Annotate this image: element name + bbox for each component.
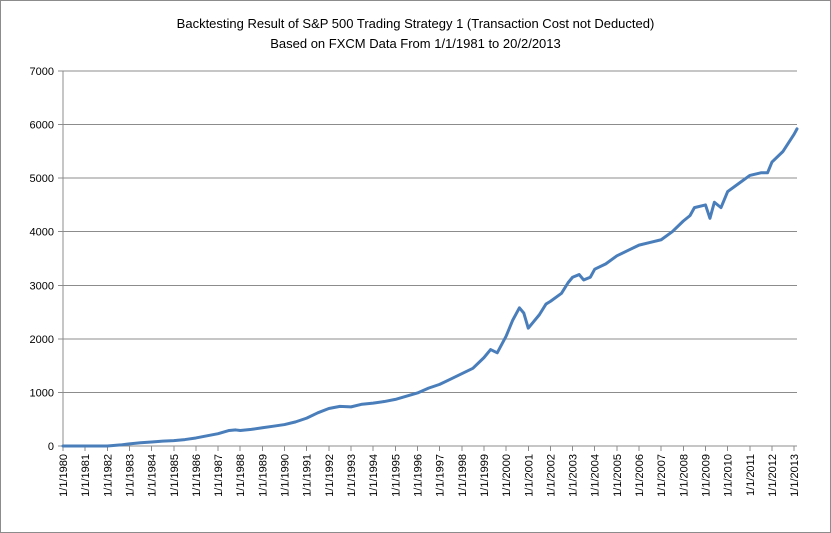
x-tick-label: 1/1/1999	[479, 454, 491, 497]
x-tick-label: 1/1/2001	[523, 454, 535, 497]
x-tick-label: 1/1/1998	[457, 454, 469, 497]
x-tick-label: 1/1/2004	[590, 454, 602, 497]
series-line-1	[61, 127, 799, 448]
y-tick-label: 5000	[30, 173, 54, 185]
chart-title-line-1: Backtesting Result of S&P 500 Trading St…	[176, 16, 655, 31]
x-tick-label: 1/1/1997	[435, 454, 447, 497]
y-tick-label: 4000	[30, 227, 54, 239]
x-tick-label: 1/1/2008	[678, 454, 690, 497]
x-tick-label: 1/1/1992	[324, 454, 336, 497]
y-tick-label: 1000	[30, 387, 54, 399]
x-tick-label: 1/1/2011	[745, 454, 757, 496]
x-tick-label: 1/1/1981	[80, 454, 92, 497]
y-tick-label: 3000	[30, 280, 54, 292]
x-tick-label: 1/1/1987	[213, 454, 225, 497]
x-tick-label: 1/1/1983	[124, 454, 136, 497]
chart-title-line-2: Based on FXCM Data From 1/1/1981 to 20/2…	[270, 36, 561, 51]
x-tick-label: 1/1/2003	[568, 454, 580, 497]
y-tick-label: 2000	[30, 334, 54, 346]
x-tick-label: 1/1/2007	[656, 454, 668, 497]
x-tick-label: 1/1/1984	[147, 454, 159, 497]
x-tick-label: 1/1/1985	[169, 454, 181, 497]
x-tick-label: 1/1/1993	[346, 454, 358, 497]
y-tick-label: 0	[48, 441, 54, 453]
x-tick-label: 1/1/1995	[390, 454, 402, 497]
x-tick-label: 1/1/1996	[412, 454, 424, 497]
y-tick-label: 6000	[30, 120, 54, 132]
x-tick-label: 1/1/1990	[280, 454, 292, 497]
x-tick-label: 1/1/2009	[700, 454, 712, 497]
x-tick-label: 1/1/1989	[257, 454, 269, 497]
x-tick-label: 1/1/2000	[501, 454, 513, 497]
x-tick-label: 1/1/2010	[723, 454, 735, 497]
x-tick-label: 1/1/1980	[58, 454, 70, 497]
x-tick-label: 1/1/2002	[545, 454, 557, 497]
x-tick-label: 1/1/2006	[634, 454, 646, 497]
x-tick-label: 1/1/1994	[368, 454, 380, 497]
x-tick-label: 1/1/1988	[235, 454, 247, 497]
x-tick-label: 1/1/1982	[102, 454, 114, 497]
x-tick-label: 1/1/1991	[302, 454, 314, 497]
y-tick-label: 7000	[30, 66, 54, 78]
x-tick-label: 1/1/1986	[191, 454, 203, 497]
x-tick-label: 1/1/2005	[612, 454, 624, 497]
x-tick-label: 1/1/2013	[789, 454, 801, 497]
x-tick-label: 1/1/2012	[767, 454, 779, 497]
